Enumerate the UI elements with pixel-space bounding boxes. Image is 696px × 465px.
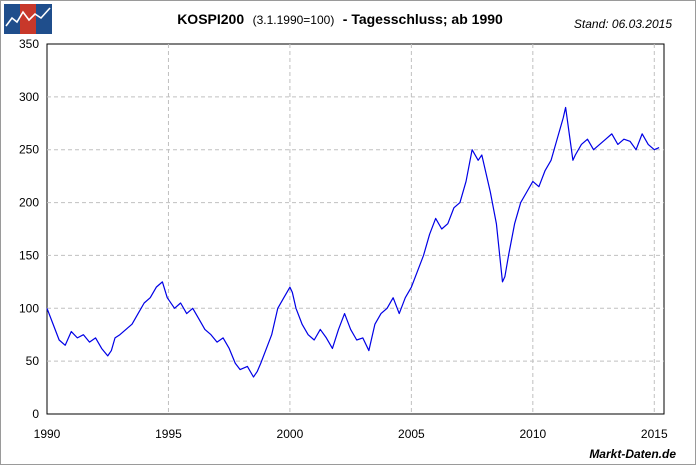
x-tick-label: 2010	[519, 427, 546, 441]
y-axis-ticks: 0 50 100 150 200 250 300 350	[19, 37, 39, 421]
plot-area	[46, 43, 665, 415]
x-tick-label: 2015	[641, 427, 668, 441]
y-tick-label: 0	[32, 407, 39, 421]
y-tick-label: 200	[19, 196, 39, 210]
x-tick-label: 2000	[277, 427, 304, 441]
x-tick-label: 1995	[155, 427, 182, 441]
y-tick-label: 100	[19, 301, 39, 315]
x-tick-label: 2005	[398, 427, 425, 441]
stand-date: Stand: 06.03.2015	[574, 17, 672, 31]
chart-title: KOSPI200 (3.1.1990=100) - Tagesschluss; …	[177, 11, 503, 28]
y-tick-label: 300	[19, 90, 39, 104]
x-axis-ticks: 1990 1995 2000 2005 2010 2015	[34, 427, 668, 441]
rising-chart-logo-icon	[4, 4, 52, 34]
y-tick-label: 50	[26, 354, 40, 368]
title-bold: KOSPI200	[177, 11, 244, 27]
source-label: Markt-Daten.de	[589, 447, 676, 461]
title-paren: (3.1.1990=100)	[253, 13, 335, 27]
title-rest: - Tagesschluss; ab 1990	[343, 11, 503, 27]
x-tick-label: 1990	[34, 427, 61, 441]
kospi200-series-line	[46, 106, 660, 378]
series-layer	[46, 106, 660, 378]
y-tick-label: 250	[19, 143, 39, 157]
y-tick-label: 150	[19, 248, 39, 262]
y-tick-label: 350	[19, 37, 39, 51]
grid-lines	[47, 44, 664, 414]
plot-border	[46, 43, 665, 415]
